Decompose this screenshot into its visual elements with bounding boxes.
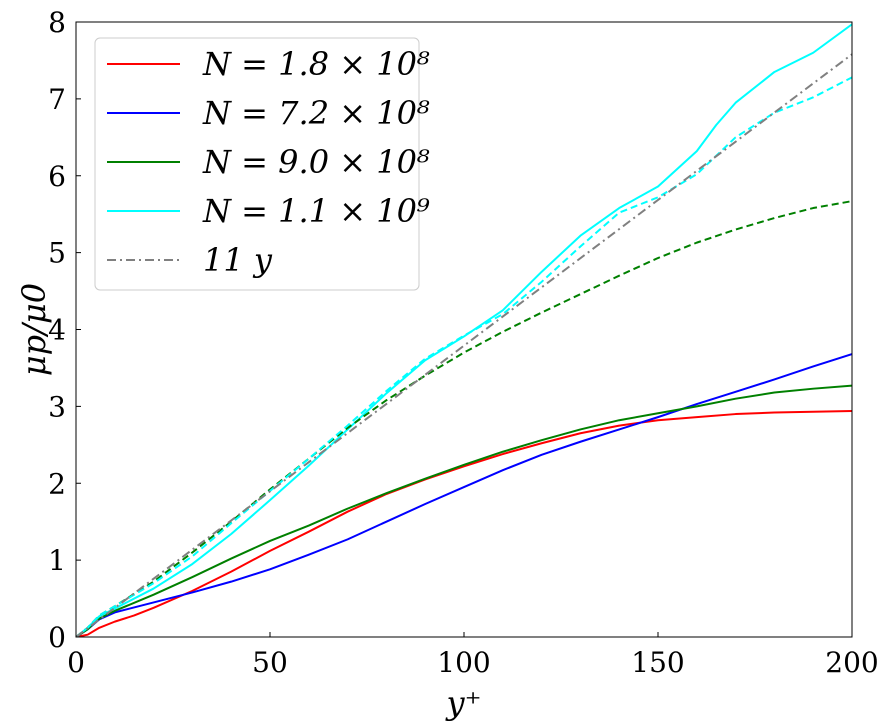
series-line-4 (76, 23, 852, 637)
legend-label: N = 1.1 × 10⁹ (202, 192, 430, 230)
legend-box (94, 37, 420, 291)
legend-label: 11 y (203, 241, 273, 279)
series-line-1 (76, 409, 852, 637)
x-tick-label: 0 (67, 646, 85, 679)
y-tick-label: 7 (48, 83, 66, 116)
x-tick-label: 150 (631, 646, 684, 679)
y-tick-label: 2 (48, 467, 66, 500)
y-tick-label: 3 (48, 390, 66, 423)
x-axis-label: y⁺ (445, 684, 482, 722)
y-axis-ticks: 0 1 2 3 4 5 6 7 8 (48, 6, 81, 654)
x-axis-ticks: 0 50 100 150 200 (67, 632, 879, 679)
y-tick-label: 8 (48, 6, 66, 39)
series-line-3 (76, 384, 852, 637)
legend-label: N = 7.2 × 10⁸ (202, 94, 430, 132)
legend-label: N = 1.8 × 10⁸ (202, 45, 430, 83)
x-tick-label: 100 (437, 646, 490, 679)
y-tick-label: 6 (48, 160, 66, 193)
legend: N = 1.8 × 10⁸ N = 7.2 × 10⁸ N = 9.0 × 10⁸ N… (94, 37, 430, 291)
y-axis-label: μp/μ0 (15, 283, 53, 376)
y-tick-label: 4 (48, 314, 66, 347)
series-layer (76, 23, 852, 637)
y-tick-label: 1 (48, 544, 66, 577)
series-line-2 (76, 353, 852, 637)
x-tick-label: 50 (252, 646, 288, 679)
y-tick-label: 5 (48, 237, 66, 270)
y-tick-label: 0 (48, 621, 66, 654)
legend-label: N = 9.0 × 10⁸ (202, 143, 430, 181)
x-tick-label: 200 (825, 646, 878, 679)
